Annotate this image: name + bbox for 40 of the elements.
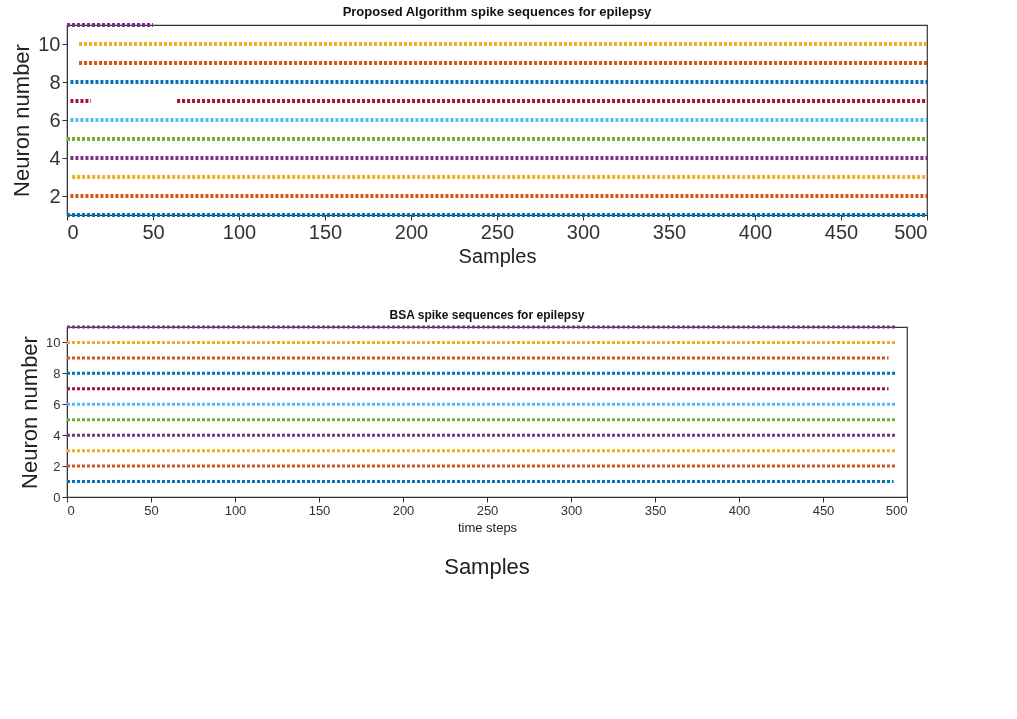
y-tick-label: 8 [53,365,61,381]
x-tick-label: 100 [224,502,247,518]
y-tick-label: 6 [53,396,61,412]
y-tick-label: 4 [53,427,61,443]
x-tick-label: 200 [392,502,415,518]
y-axis-title: Neuron number [9,44,35,197]
y-tick-label: 8 [49,70,61,93]
x-tick-label: 500 [885,502,908,518]
x-tick-label: 500 [894,220,928,243]
x-tick-label: 450 [812,502,835,518]
x-tick-label: 250 [480,220,515,243]
y-tick-label: 10 [38,32,61,55]
x-tick-label: 350 [652,220,687,243]
y-tick-label: 10 [46,334,61,350]
x-tick-label: 100 [222,220,257,243]
x-tick-label: 0 [67,220,79,243]
x-tick-label: 450 [824,220,859,243]
x-tick-label: 400 [728,502,751,518]
x-tick-label: 50 [142,220,165,243]
x-tick-label: 150 [308,220,343,243]
y-axis-title: Neuron number [17,336,43,489]
text: Samples [444,554,530,579]
y-tick-label: 6 [49,108,61,131]
x-axis-title: Samples [458,244,537,267]
x-tick-label: 200 [394,220,429,243]
y-tick-label: 0 [53,489,61,505]
x-tick-label: 150 [308,502,331,518]
chart-title: BSA spike sequences for epilepsy [389,307,585,322]
x-tick-label: 400 [738,220,773,243]
x-tick-label: 300 [566,220,601,243]
y-tick-label: 4 [49,146,61,169]
chart-title: Proposed Algorithm spike sequences for epilepsy [342,4,653,19]
x-tick-label: 250 [476,502,499,518]
x-tick-label: 50 [144,502,159,518]
y-tick-label: 2 [49,184,61,207]
x-tick-label: 300 [560,502,583,518]
x-tick-label: 350 [644,502,667,518]
x-axis-title: time steps [457,519,518,535]
x-tick-label: 0 [67,502,75,518]
y-tick-label: 2 [53,458,61,474]
